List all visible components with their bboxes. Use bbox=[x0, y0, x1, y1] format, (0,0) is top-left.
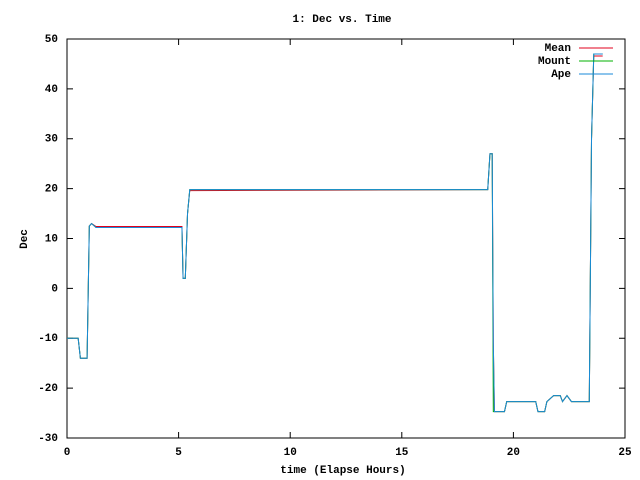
chart-title: 1: Dec vs. Time bbox=[292, 14, 391, 26]
legend-label: Ape bbox=[551, 69, 571, 81]
y-axis-label: Dec bbox=[19, 229, 31, 249]
x-tick-label: 25 bbox=[618, 447, 632, 459]
y-tick-label: -20 bbox=[38, 383, 58, 395]
y-tick-label: -10 bbox=[38, 333, 58, 345]
x-tick-label: 10 bbox=[284, 447, 297, 459]
y-tick-label: 20 bbox=[45, 184, 58, 196]
series-line bbox=[67, 53, 603, 413]
x-tick-label: 0 bbox=[64, 447, 71, 459]
legend-label: Mount bbox=[538, 56, 571, 68]
y-tick-label: 30 bbox=[45, 134, 58, 146]
plot-border bbox=[66, 38, 626, 439]
y-tick-label: -30 bbox=[38, 433, 58, 445]
y-tick-label: 50 bbox=[45, 34, 58, 46]
y-tick-label: 0 bbox=[51, 283, 58, 295]
legend-label: Mean bbox=[545, 43, 571, 55]
x-tick-label: 5 bbox=[175, 447, 182, 459]
x-axis-label: time (Elapse Hours) bbox=[280, 465, 405, 477]
y-tick-label: 40 bbox=[45, 84, 58, 96]
x-tick-label: 20 bbox=[507, 447, 520, 459]
x-tick-label: 15 bbox=[395, 447, 409, 459]
y-tick-label: 10 bbox=[45, 233, 58, 245]
